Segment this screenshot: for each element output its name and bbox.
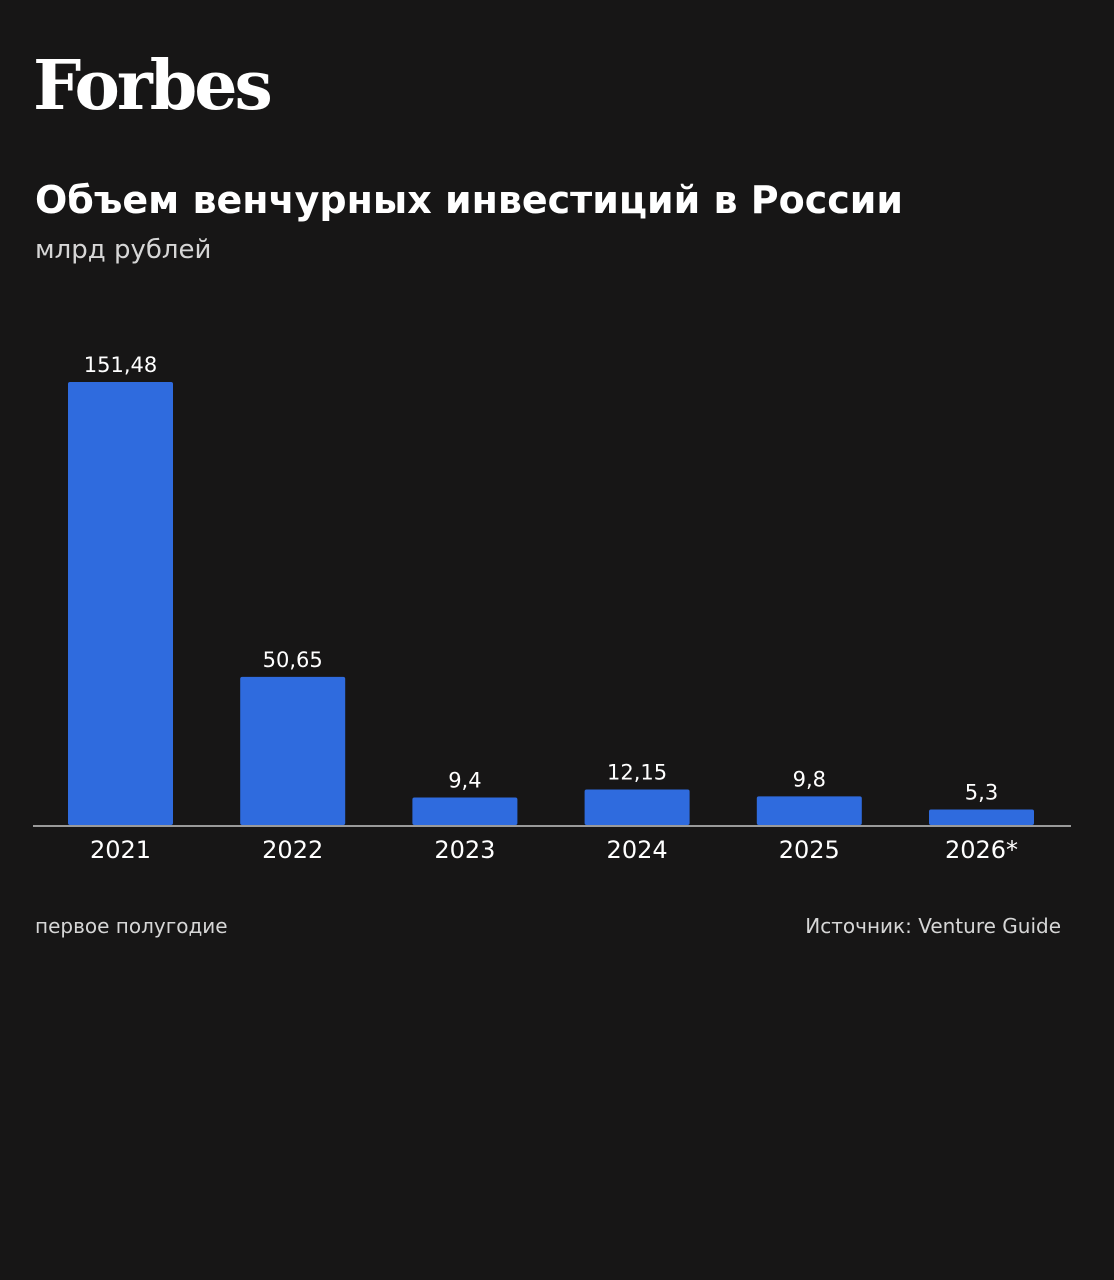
x-tick-2025: 2025	[779, 836, 840, 864]
value-label-2025: 9,8	[793, 767, 826, 791]
footnote: первое полугодие	[35, 914, 228, 938]
bar-2023	[412, 797, 518, 825]
x-tick-2022: 2022	[262, 836, 323, 864]
value-label-2021: 151,48	[84, 353, 157, 377]
value-label-2022: 50,65	[263, 648, 323, 672]
chart-title: Объем венчурных инвестиций в России	[35, 178, 904, 222]
bar-2025	[756, 796, 862, 825]
bar-2021	[68, 382, 173, 825]
bar-chart: 151,48 2021 50,65 2022 9,4 2023 12,15 2024 9,8 20…	[33, 353, 1071, 864]
x-tick-2026*: 2026*	[945, 836, 1018, 864]
x-tick-2023: 2023	[434, 836, 495, 864]
bar-2022	[240, 676, 346, 825]
chart-subtitle: млрд рублей	[35, 235, 212, 265]
value-label-2026*: 5,3	[965, 781, 998, 805]
bar-2024	[584, 789, 690, 825]
bar-2026*	[929, 809, 1034, 825]
value-label-2023: 9,4	[448, 769, 481, 793]
x-tick-2021: 2021	[90, 836, 151, 864]
value-label-2024: 12,15	[607, 760, 667, 784]
x-tick-2024: 2024	[607, 836, 668, 864]
forbes-logo: Forbes	[33, 46, 273, 126]
source-note: Источник: Venture Guide	[805, 914, 1061, 938]
